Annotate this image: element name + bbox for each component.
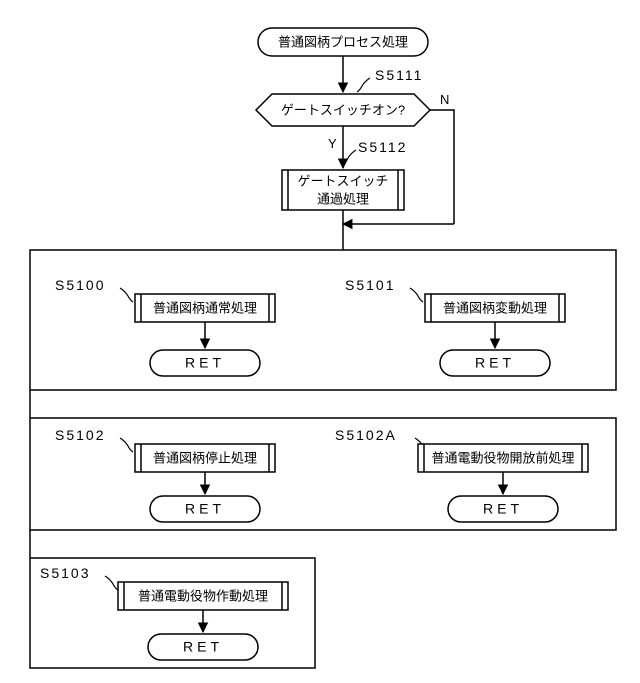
leader-squiggle: [357, 78, 370, 92]
branch-s5103: S5103 普通電動役物作動処理 RET: [40, 565, 288, 660]
leader-squiggle: [120, 288, 133, 302]
ret-label: RET: [483, 501, 523, 517]
ret-label: RET: [475, 355, 515, 371]
yes-label: Y: [328, 136, 337, 151]
branch-label: 普通図柄変動処理: [443, 300, 547, 315]
branch-label: 普通図柄停止処理: [153, 450, 257, 465]
proc-gate-switch: ゲートスイッチ 通過処理: [282, 170, 404, 210]
decision-gate-switch: ゲートスイッチオン?: [256, 94, 430, 126]
step-label: S5101: [345, 277, 395, 293]
branch-label: 普通図柄通常処理: [153, 300, 257, 315]
step-label: S5102: [55, 427, 105, 443]
step-label: S5100: [55, 277, 105, 293]
proc-gate-line1: ゲートスイッチ: [297, 173, 388, 188]
step-label-s5112: S5112: [358, 139, 407, 155]
branch-s5100: S5100 普通図柄通常処理 RET: [55, 277, 275, 376]
start-label: 普通図柄プロセス処理: [278, 34, 408, 49]
leader-squiggle: [105, 576, 118, 590]
proc-gate-line2: 通過処理: [317, 191, 369, 206]
branch-label: 普通電動役物開放前処理: [431, 450, 574, 465]
leader-squiggle: [120, 438, 133, 452]
step-label-s5111: S5111: [375, 67, 423, 83]
no-line: [430, 110, 454, 224]
step-label: S5102A: [335, 427, 397, 443]
leader-squiggle: [343, 150, 356, 164]
ret-label: RET: [185, 355, 225, 371]
branch-s5101: S5101 普通図柄変動処理 RET: [345, 277, 565, 376]
branch-s5102: S5102 普通図柄停止処理 RET: [55, 427, 275, 522]
branch-s5102a: S5102A 普通電動役物開放前処理 RET: [335, 427, 588, 522]
leader-squiggle: [410, 288, 423, 302]
start-terminator: 普通図柄プロセス処理: [258, 28, 428, 56]
ret-label: RET: [185, 501, 225, 517]
branch-label: 普通電動役物作動処理: [138, 588, 268, 603]
ret-label: RET: [183, 639, 223, 655]
step-label: S5103: [40, 565, 90, 581]
decision-label: ゲートスイッチオン?: [281, 102, 405, 117]
no-label: N: [440, 92, 449, 107]
